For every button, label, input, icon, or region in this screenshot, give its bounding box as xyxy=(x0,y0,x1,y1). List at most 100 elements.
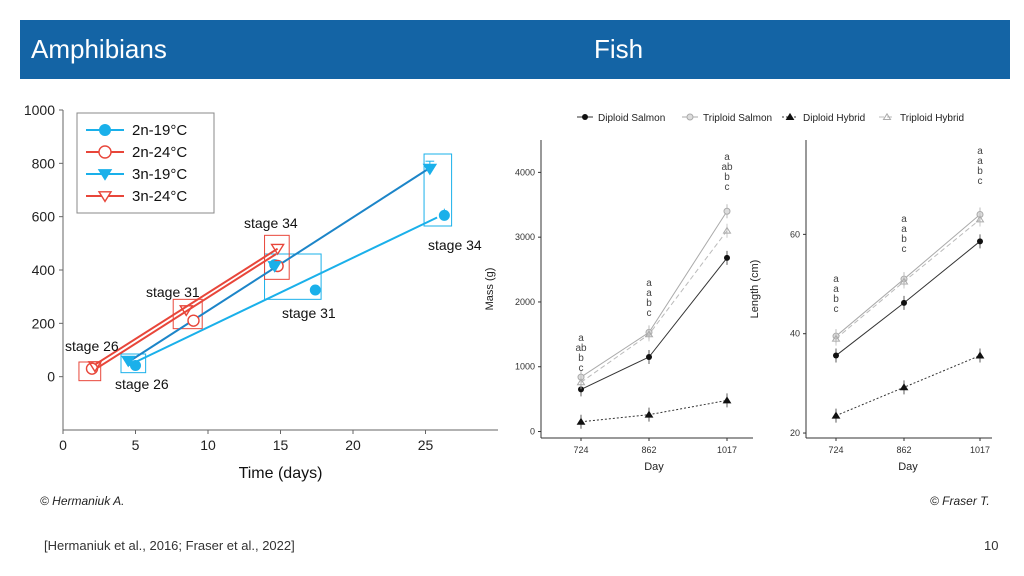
x-axis-label: Time (days) xyxy=(239,465,323,482)
amphibian-growth-chart: 0 200 400 600 800 1000 0 5 10 15 20 25 Time (days) st… xyxy=(24,102,498,482)
y-tick-label: 60 xyxy=(790,229,800,239)
stage-box xyxy=(423,153,453,227)
significance-letter: b xyxy=(578,353,584,364)
data-point xyxy=(87,361,103,373)
data-point xyxy=(309,284,321,296)
y-tick-label: 3000 xyxy=(515,232,535,242)
title-bar: Amphibians Fish xyxy=(20,20,1010,79)
x-tick-label: 1017 xyxy=(717,445,737,455)
data-point xyxy=(187,314,200,327)
y-tick-label: 1000 xyxy=(515,362,535,372)
significance-letter: a xyxy=(724,152,730,163)
series-line xyxy=(835,240,981,356)
legend-marker xyxy=(97,169,113,181)
data-point xyxy=(831,411,841,419)
stage-label: stage 34 xyxy=(428,237,482,253)
y-tick-label: 200 xyxy=(32,315,56,331)
legend-label: 3n-19°C xyxy=(132,166,187,183)
data-point xyxy=(831,334,841,342)
data-point xyxy=(722,226,732,234)
significance-letter: a xyxy=(646,288,652,299)
x-tick-label: 1017 xyxy=(970,445,990,455)
x-axis-label: Day xyxy=(898,461,918,473)
x-tick-label: 0 xyxy=(59,437,67,453)
x-tick-label: 15 xyxy=(273,437,289,453)
legend-marker xyxy=(99,124,111,136)
significance-letter: c xyxy=(725,182,730,193)
series-line xyxy=(580,210,728,378)
significance-letter: c xyxy=(834,304,839,315)
y-tick-label: 600 xyxy=(32,209,56,225)
y-tick-label: 40 xyxy=(790,329,800,339)
data-point xyxy=(975,215,985,223)
data-point xyxy=(724,254,730,261)
series-line xyxy=(835,214,981,337)
data-point xyxy=(120,355,136,368)
trend-line xyxy=(127,216,438,367)
legend-marker xyxy=(97,191,113,203)
series-line xyxy=(580,399,728,423)
legend-marker xyxy=(785,112,795,120)
significance-letter: a xyxy=(578,333,584,344)
y-tick-label: 20 xyxy=(790,428,800,438)
legend-label: 2n-24°C xyxy=(132,144,187,161)
data-point xyxy=(178,305,194,317)
significance-letter: c xyxy=(902,244,907,255)
significance-letter: a xyxy=(977,146,983,157)
significance-letter: a xyxy=(977,156,983,167)
significance-letter: a xyxy=(901,224,907,235)
y-axis-label: Mass (g) xyxy=(484,268,496,311)
data-point xyxy=(130,359,141,371)
significance-letter: c xyxy=(978,176,983,187)
data-point xyxy=(576,417,586,425)
trend-line xyxy=(94,247,279,366)
data-point xyxy=(646,354,652,361)
significance-letter: a xyxy=(833,274,839,285)
x-tick-label: 10 xyxy=(200,437,216,453)
stage-label: stage 26 xyxy=(115,376,169,392)
data-point xyxy=(644,330,654,338)
y-tick-label: 0 xyxy=(530,427,535,437)
series-line xyxy=(835,355,981,417)
significance-letter: ab xyxy=(721,162,733,173)
legend-marker xyxy=(686,113,694,121)
significance-letter: a xyxy=(901,214,907,225)
legend-label: 3n-24°C xyxy=(132,188,187,205)
y-tick-label: 400 xyxy=(32,262,56,278)
x-tick-label: 25 xyxy=(418,437,434,453)
x-tick-label: 862 xyxy=(896,445,911,455)
significance-letter: b xyxy=(901,234,907,245)
significance-letter: a xyxy=(646,278,652,289)
legend-marker xyxy=(882,112,892,120)
y-axis-label: Length (cm) xyxy=(749,260,761,319)
right-photo-credit: © Fraser T. xyxy=(930,494,990,508)
stage-label: stage 26 xyxy=(65,338,119,354)
data-point xyxy=(975,351,985,359)
y-tick-label: 0 xyxy=(47,369,55,385)
y-tick-label: 4000 xyxy=(515,167,535,177)
series-line xyxy=(835,219,981,340)
data-point xyxy=(576,378,586,386)
x-tick-label: 724 xyxy=(573,445,588,455)
significance-letter: ab xyxy=(575,343,587,354)
stage-label: stage 34 xyxy=(244,215,298,231)
stage-label: stage 31 xyxy=(146,284,200,300)
y-tick-label: 800 xyxy=(32,155,56,171)
stage-label: stage 31 xyxy=(282,305,336,321)
series-line xyxy=(580,230,728,383)
data-point xyxy=(723,207,731,215)
legend-label: 2n-19°C xyxy=(132,122,187,139)
significance-letter: b xyxy=(724,172,730,183)
legend-marker xyxy=(582,114,588,120)
legend-marker xyxy=(98,145,112,159)
fish-title: Fish xyxy=(594,34,644,64)
significance-letter: b xyxy=(977,166,983,177)
legend-label: Triploid Hybrid xyxy=(900,113,964,124)
amphibians-title: Amphibians xyxy=(31,34,167,64)
x-tick-label: 5 xyxy=(132,437,140,453)
left-photo-credit: © Hermaniuk A. xyxy=(40,494,125,508)
legend-label: Triploid Salmon xyxy=(703,113,772,124)
citation: [Hermaniuk et al., 2016; Fraser et al., … xyxy=(44,538,295,553)
y-tick-label: 1000 xyxy=(24,102,55,118)
x-tick-label: 724 xyxy=(828,445,843,455)
